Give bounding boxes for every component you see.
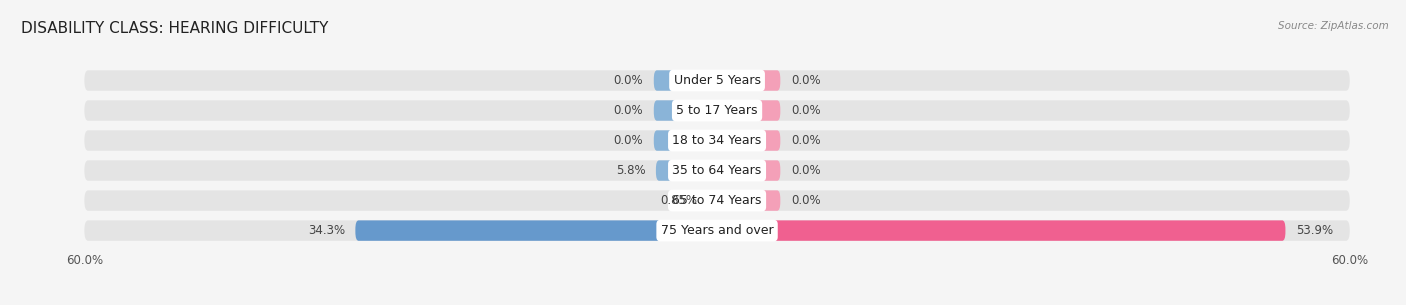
FancyBboxPatch shape	[654, 130, 717, 151]
Text: 0.0%: 0.0%	[790, 194, 821, 207]
FancyBboxPatch shape	[654, 100, 717, 121]
Legend: Male, Female: Male, Female	[652, 301, 782, 305]
FancyBboxPatch shape	[654, 70, 717, 91]
FancyBboxPatch shape	[717, 190, 780, 211]
Text: 0.0%: 0.0%	[790, 134, 821, 147]
Text: 0.0%: 0.0%	[613, 104, 644, 117]
Text: DISABILITY CLASS: HEARING DIFFICULTY: DISABILITY CLASS: HEARING DIFFICULTY	[21, 21, 329, 36]
FancyBboxPatch shape	[657, 160, 717, 181]
Text: 0.0%: 0.0%	[790, 164, 821, 177]
Text: 5.8%: 5.8%	[616, 164, 645, 177]
Text: 53.9%: 53.9%	[1296, 224, 1333, 237]
Text: 0.0%: 0.0%	[613, 134, 644, 147]
Text: 5 to 17 Years: 5 to 17 Years	[676, 104, 758, 117]
Text: 0.0%: 0.0%	[790, 104, 821, 117]
FancyBboxPatch shape	[717, 160, 780, 181]
FancyBboxPatch shape	[84, 190, 1350, 211]
Text: 35 to 64 Years: 35 to 64 Years	[672, 164, 762, 177]
Text: 75 Years and over: 75 Years and over	[661, 224, 773, 237]
Text: 18 to 34 Years: 18 to 34 Years	[672, 134, 762, 147]
Text: Source: ZipAtlas.com: Source: ZipAtlas.com	[1278, 21, 1389, 31]
FancyBboxPatch shape	[717, 130, 780, 151]
FancyBboxPatch shape	[84, 70, 1350, 91]
Text: 65 to 74 Years: 65 to 74 Years	[672, 194, 762, 207]
FancyBboxPatch shape	[717, 221, 1285, 241]
FancyBboxPatch shape	[84, 130, 1350, 151]
Text: 0.0%: 0.0%	[790, 74, 821, 87]
FancyBboxPatch shape	[84, 221, 1350, 241]
FancyBboxPatch shape	[717, 100, 780, 121]
FancyBboxPatch shape	[84, 100, 1350, 121]
FancyBboxPatch shape	[717, 70, 780, 91]
Text: 0.0%: 0.0%	[613, 74, 644, 87]
Text: Under 5 Years: Under 5 Years	[673, 74, 761, 87]
FancyBboxPatch shape	[709, 190, 717, 211]
FancyBboxPatch shape	[84, 160, 1350, 181]
FancyBboxPatch shape	[356, 221, 717, 241]
Text: 34.3%: 34.3%	[308, 224, 344, 237]
Text: 0.85%: 0.85%	[661, 194, 697, 207]
